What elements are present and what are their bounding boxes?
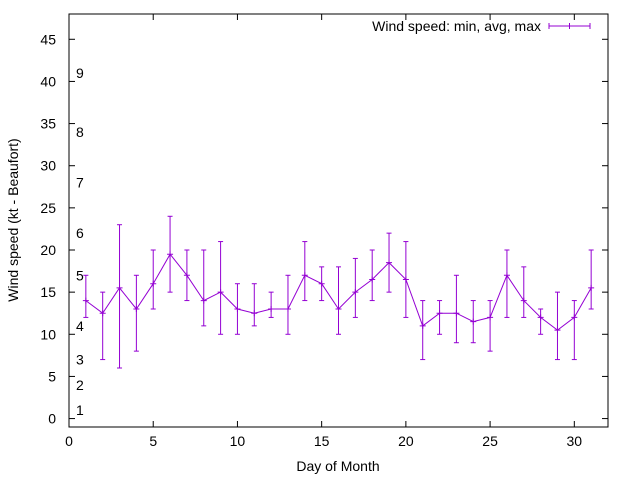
y-tick-label: 35 xyxy=(40,116,56,132)
legend-label: Wind speed: min, avg, max xyxy=(372,18,541,34)
beaufort-label: 9 xyxy=(76,65,84,81)
data-point xyxy=(453,310,460,317)
error-bar xyxy=(99,291,106,361)
data-point xyxy=(520,297,527,304)
beaufort-label: 7 xyxy=(76,175,84,191)
error-bar xyxy=(150,249,157,310)
error-bar xyxy=(487,300,494,352)
data-point xyxy=(402,276,409,283)
x-axis-title: Day of Month xyxy=(296,458,379,474)
error-bar xyxy=(503,249,510,318)
error-bar xyxy=(318,266,325,302)
data-point xyxy=(554,327,561,334)
error-bar xyxy=(453,274,460,344)
data-point xyxy=(284,306,291,312)
y-tick-label: 40 xyxy=(40,73,56,89)
error-bar xyxy=(116,224,123,369)
error-bar xyxy=(335,266,342,335)
beaufort-label: 8 xyxy=(76,124,84,140)
data-point xyxy=(487,314,494,321)
error-bar xyxy=(537,308,544,335)
error-bar xyxy=(520,266,527,318)
y-axis-title: Wind speed (kt - Beaufort) xyxy=(5,138,21,301)
data-point xyxy=(419,322,426,329)
error-bar xyxy=(402,241,409,318)
data-point xyxy=(352,289,359,296)
legend: Wind speed: min, avg, max xyxy=(372,18,591,34)
data-point xyxy=(167,251,174,258)
beaufort-label: 6 xyxy=(76,225,84,241)
error-bar xyxy=(200,249,207,327)
data-point xyxy=(268,306,275,312)
error-bar xyxy=(301,241,308,302)
data-point xyxy=(335,306,342,312)
x-tick-label: 0 xyxy=(65,433,73,449)
data-point xyxy=(369,276,376,283)
x-tick-label: 20 xyxy=(398,433,414,449)
error-bar xyxy=(554,291,561,361)
y-tick-label: 15 xyxy=(40,284,56,300)
data-point xyxy=(470,318,477,325)
data-point xyxy=(99,310,106,317)
data-point xyxy=(503,272,510,279)
data-point xyxy=(234,306,241,312)
data-point xyxy=(571,314,578,321)
beaufort-label: 3 xyxy=(76,352,84,368)
error-bar xyxy=(183,249,190,302)
y-tick-label: 30 xyxy=(40,158,56,174)
error-bar xyxy=(386,232,393,293)
data-point xyxy=(251,310,258,317)
beaufort-label: 5 xyxy=(76,267,84,283)
x-tick-label: 10 xyxy=(230,433,246,449)
data-point xyxy=(436,310,443,317)
x-tick-label: 5 xyxy=(149,433,157,449)
x-tick-label: 30 xyxy=(567,433,583,449)
x-tick-label: 25 xyxy=(482,433,498,449)
y-tick-label: 25 xyxy=(40,200,56,216)
data-point xyxy=(183,272,190,279)
error-bar xyxy=(419,300,426,361)
error-bar xyxy=(369,249,376,302)
beaufort-label: 1 xyxy=(76,402,84,418)
y-tick-label: 10 xyxy=(40,326,56,342)
error-bar xyxy=(251,283,258,327)
error-bar xyxy=(217,241,224,335)
plot-frame xyxy=(68,13,609,428)
error-bar xyxy=(82,274,89,318)
error-bar xyxy=(470,300,477,344)
data-point xyxy=(133,306,140,312)
error-bar xyxy=(284,274,291,335)
error-bar xyxy=(133,274,140,352)
x-tick-label: 15 xyxy=(314,433,330,449)
error-bar xyxy=(268,291,275,318)
error-bar xyxy=(167,215,174,293)
data-point xyxy=(116,284,123,291)
data-point xyxy=(301,272,308,279)
data-point xyxy=(318,280,325,287)
y-tick-label: 20 xyxy=(40,242,56,258)
beaufort-label: 4 xyxy=(76,318,84,334)
data-point xyxy=(150,280,157,287)
y-tick-label: 0 xyxy=(48,411,56,427)
error-bar xyxy=(571,300,578,361)
data-point xyxy=(82,297,89,304)
error-bar xyxy=(352,257,359,318)
data-point xyxy=(386,259,393,266)
data-point xyxy=(200,297,207,304)
beaufort-label: 2 xyxy=(76,377,84,393)
data-point xyxy=(588,284,595,291)
data-point xyxy=(217,289,224,296)
legend-marker xyxy=(566,23,573,29)
error-bar xyxy=(234,283,241,335)
error-bar xyxy=(588,249,595,310)
error-bar xyxy=(436,300,443,335)
data-point xyxy=(537,314,544,321)
y-tick-label: 5 xyxy=(48,368,56,384)
y-tick-label: 45 xyxy=(40,31,56,47)
